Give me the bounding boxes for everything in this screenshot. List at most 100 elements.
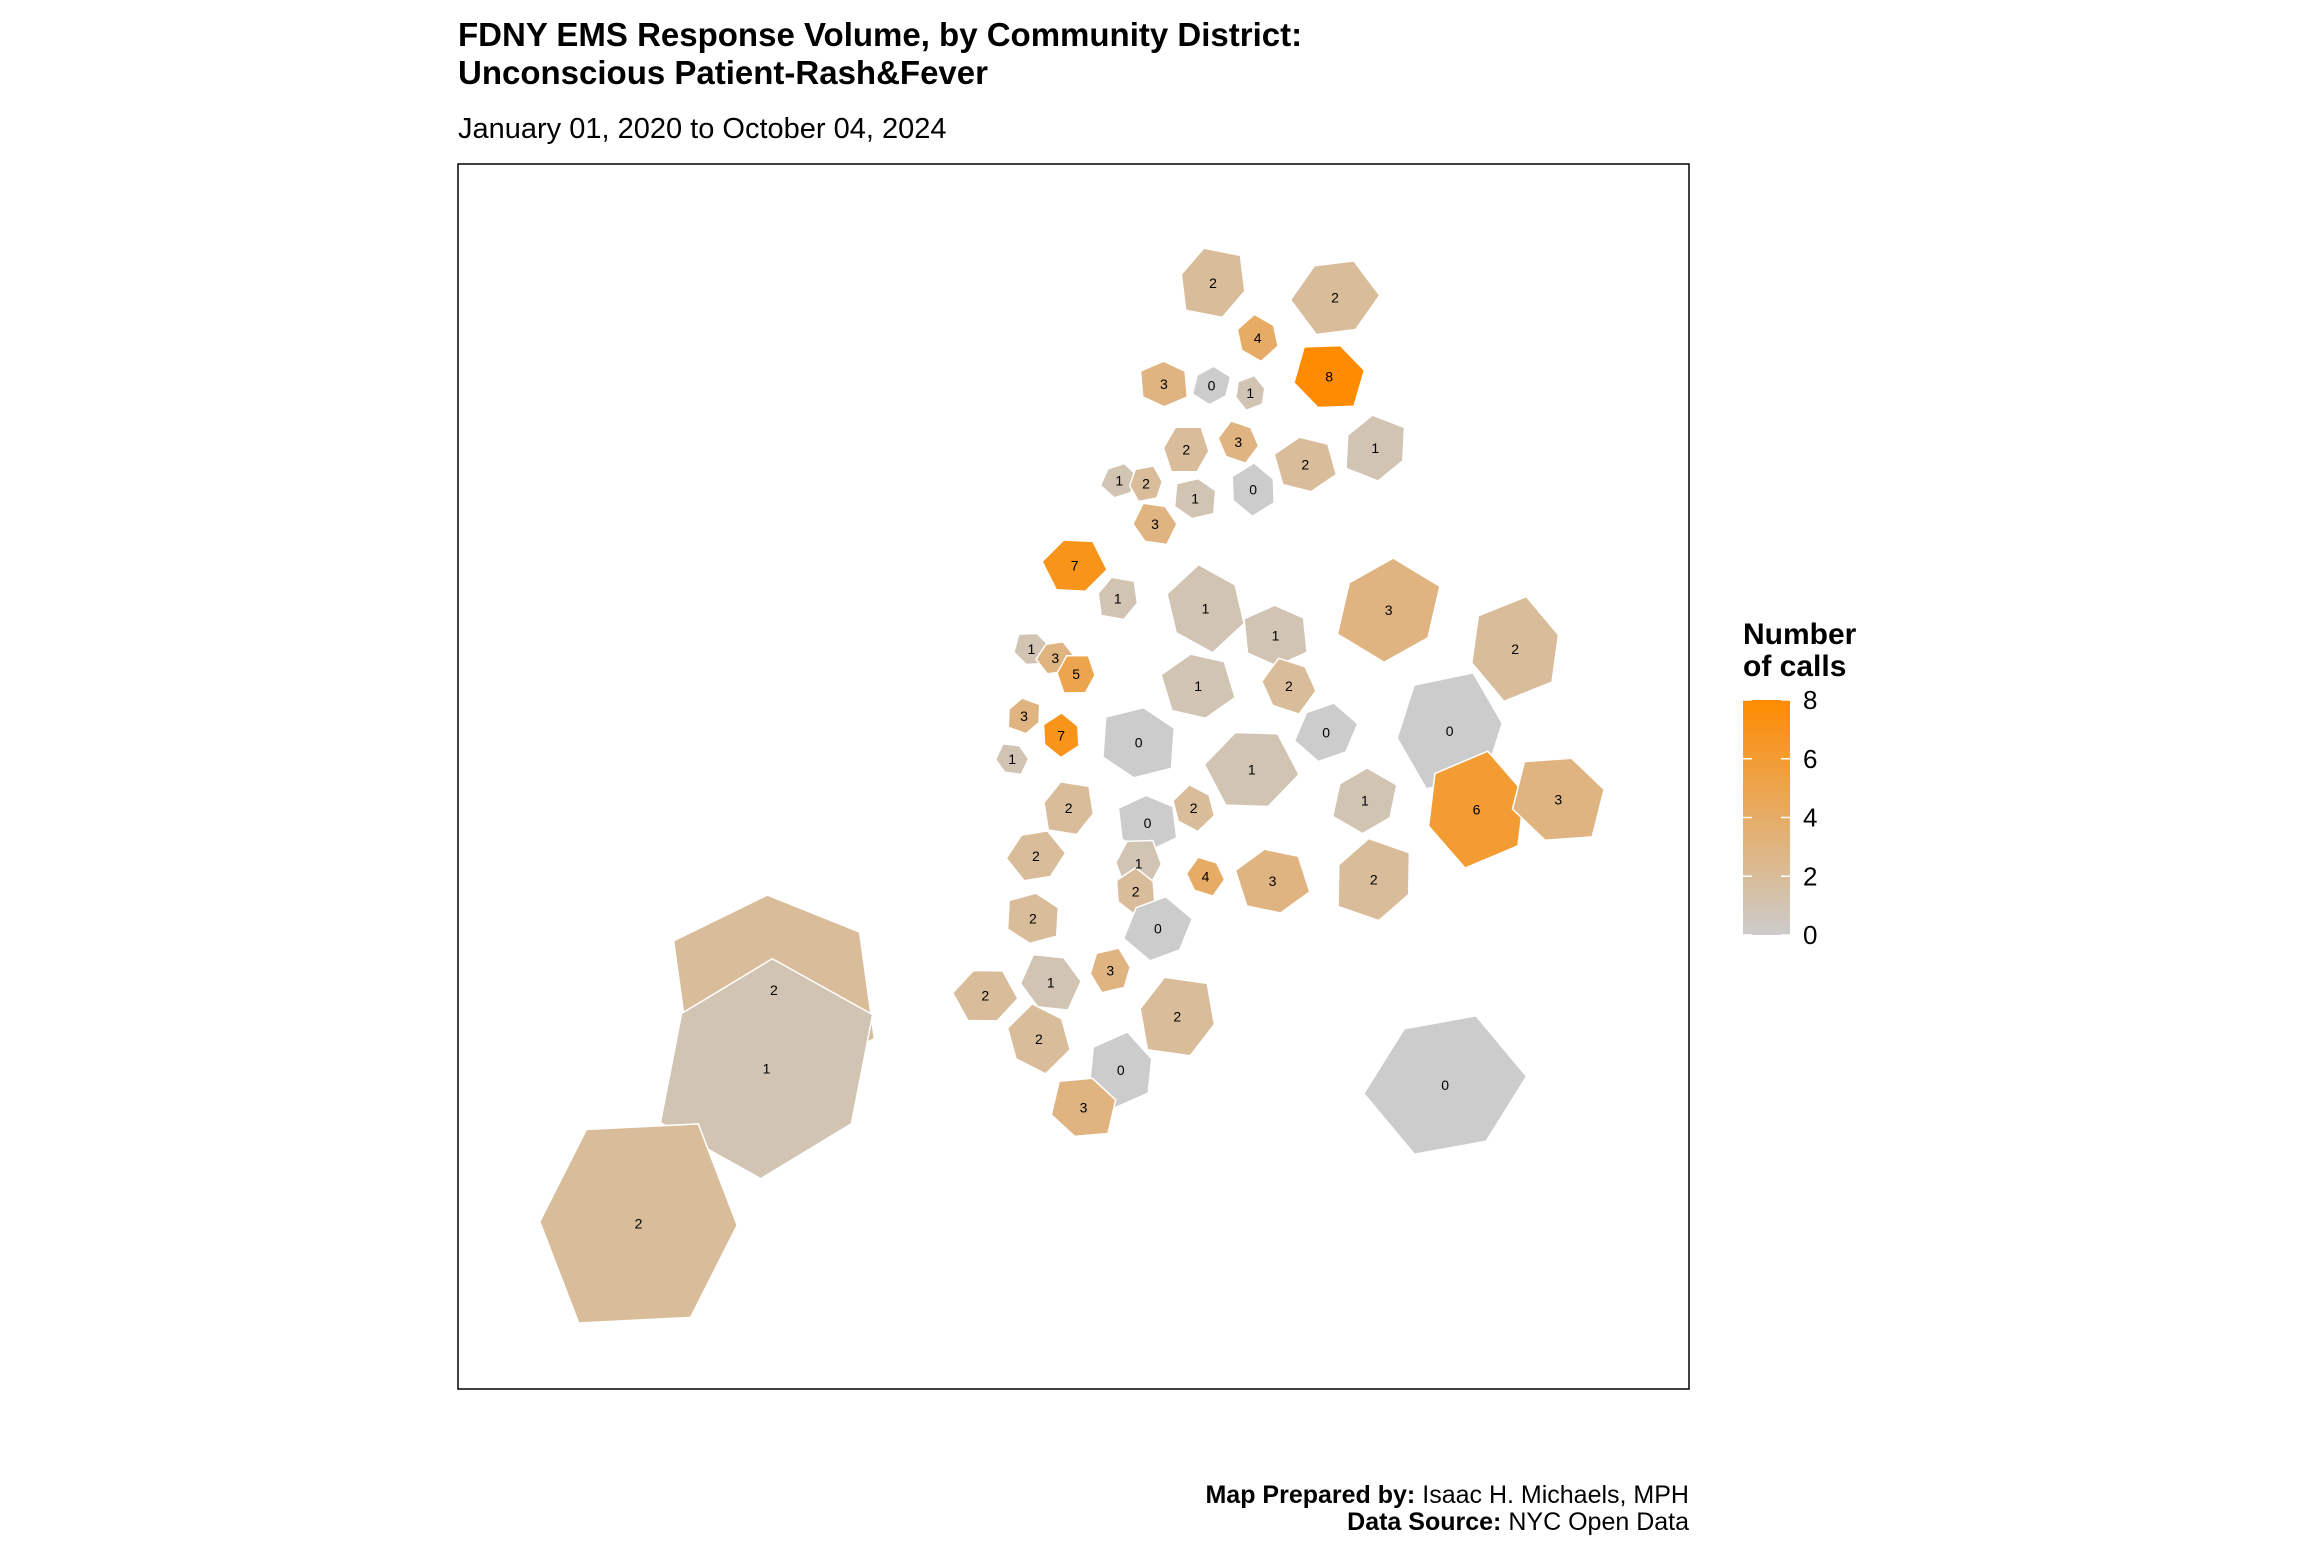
district bbox=[1345, 414, 1406, 482]
district bbox=[1172, 783, 1216, 833]
district-label: 1 bbox=[763, 1061, 771, 1077]
district bbox=[1336, 557, 1441, 664]
district bbox=[1185, 856, 1226, 897]
district-label: 8 bbox=[1325, 369, 1333, 385]
district-label: 4 bbox=[1202, 869, 1210, 885]
district bbox=[1217, 420, 1260, 465]
district bbox=[1099, 462, 1139, 499]
district bbox=[1231, 461, 1275, 518]
district bbox=[1050, 1077, 1117, 1138]
district-label: 1 bbox=[1371, 440, 1379, 456]
district-label: 1 bbox=[1114, 590, 1122, 606]
district-label: 1 bbox=[1115, 473, 1123, 489]
legend-tick-label: 2 bbox=[1803, 861, 1817, 891]
district-label: 6 bbox=[1473, 802, 1481, 818]
panel-border bbox=[457, 163, 1690, 1390]
district-label: 5 bbox=[1072, 666, 1080, 682]
district bbox=[1511, 757, 1605, 841]
title-line: FDNY EMS Response Volume, by Community D… bbox=[458, 16, 1302, 53]
district-label: 0 bbox=[1249, 482, 1257, 498]
district-label: 2 bbox=[1285, 678, 1293, 694]
district bbox=[1180, 247, 1246, 319]
subtitle: January 01, 2020 to October 04, 2024 bbox=[458, 113, 947, 145]
district-label: 3 bbox=[1020, 708, 1028, 724]
district-label: 2 bbox=[1029, 910, 1037, 926]
district bbox=[1362, 1014, 1528, 1156]
district-label: 3 bbox=[1269, 873, 1277, 889]
legend-tick-label: 4 bbox=[1803, 803, 1817, 833]
district bbox=[1007, 697, 1041, 735]
district bbox=[1289, 260, 1381, 336]
district-label: 0 bbox=[1441, 1077, 1449, 1093]
district-label: 1 bbox=[1047, 974, 1055, 990]
districts bbox=[538, 247, 1605, 1324]
district-label: 1 bbox=[1248, 761, 1256, 777]
district-label: 2 bbox=[1511, 641, 1519, 657]
district-label: 3 bbox=[1080, 1099, 1088, 1115]
district bbox=[1122, 895, 1194, 962]
district bbox=[659, 957, 874, 1180]
district-label: 1 bbox=[1272, 628, 1280, 644]
district-label: 2 bbox=[1331, 290, 1339, 306]
district-label: 0 bbox=[1208, 377, 1216, 393]
district-label: 2 bbox=[635, 1215, 643, 1231]
district bbox=[1191, 365, 1232, 406]
legend-ticks: 0 2 4 6 8 bbox=[1743, 685, 1817, 950]
district-label: 2 bbox=[1370, 872, 1378, 888]
district-label: 2 bbox=[1301, 456, 1309, 472]
district bbox=[1234, 848, 1311, 914]
legend-tick-label: 0 bbox=[1803, 920, 1817, 950]
district-label: 1 bbox=[1194, 678, 1202, 694]
district bbox=[1089, 947, 1132, 994]
district bbox=[1166, 563, 1245, 654]
district-label: 1 bbox=[1135, 855, 1143, 871]
district bbox=[1132, 502, 1178, 546]
caption-line: Map Prepared by: Isaac H. Michaels, MPH bbox=[1205, 1481, 1689, 1509]
caption-label: Data Source: bbox=[1347, 1508, 1501, 1536]
district bbox=[1162, 426, 1210, 473]
district bbox=[1337, 837, 1411, 922]
district-label: 2 bbox=[1182, 441, 1190, 457]
district-label: 2 bbox=[981, 988, 989, 1004]
district bbox=[1139, 976, 1216, 1057]
district-label: 1 bbox=[1191, 491, 1199, 507]
district-label: 2 bbox=[1173, 1009, 1181, 1025]
district-label: 3 bbox=[1151, 516, 1159, 532]
caption-text: Isaac H. Michaels, MPH bbox=[1422, 1481, 1689, 1509]
legend-title: Number bbox=[1743, 618, 1857, 651]
district bbox=[1139, 360, 1189, 408]
district-label: 0 bbox=[1322, 724, 1330, 740]
caption-line: Data Source: NYC Open Data bbox=[1347, 1508, 1689, 1536]
district-label: 1 bbox=[1246, 385, 1254, 401]
district bbox=[1041, 539, 1109, 592]
district bbox=[1173, 477, 1217, 520]
district-label: 7 bbox=[1057, 727, 1065, 743]
district-label: 0 bbox=[1446, 723, 1454, 739]
district bbox=[1273, 436, 1338, 493]
district-label: 3 bbox=[1234, 434, 1242, 450]
district bbox=[1056, 654, 1096, 694]
district-label: 3 bbox=[1385, 602, 1393, 618]
district-label: 2 bbox=[1035, 1031, 1043, 1047]
district-label: 1 bbox=[1361, 793, 1369, 809]
district bbox=[1160, 653, 1236, 720]
district-label: 2 bbox=[770, 982, 778, 998]
legend-title: of calls bbox=[1743, 650, 1846, 683]
district bbox=[951, 969, 1019, 1022]
district bbox=[1293, 344, 1366, 409]
district bbox=[1234, 374, 1266, 412]
district bbox=[1043, 781, 1095, 836]
district bbox=[1019, 953, 1082, 1011]
district bbox=[1097, 576, 1139, 621]
caption-label: Map Prepared by: bbox=[1205, 1481, 1415, 1509]
district-label: 4 bbox=[1254, 330, 1262, 346]
district-label: 2 bbox=[1132, 884, 1140, 900]
district bbox=[1260, 657, 1317, 715]
district bbox=[1006, 1002, 1071, 1075]
district bbox=[1102, 706, 1176, 779]
district-label: 0 bbox=[1144, 815, 1152, 831]
district bbox=[1005, 830, 1067, 882]
